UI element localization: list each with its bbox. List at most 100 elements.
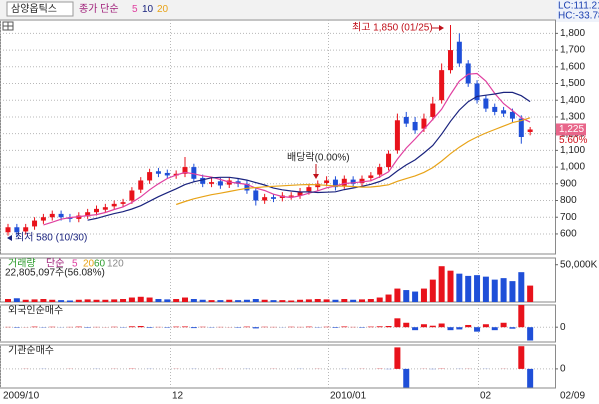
bar <box>252 299 259 302</box>
bar <box>128 297 135 302</box>
y-tick-label: 1,100 <box>560 145 585 156</box>
bar <box>164 299 171 302</box>
bar <box>367 326 374 328</box>
bar <box>323 299 330 302</box>
candle-body <box>518 118 524 137</box>
hc-label: HC:-33.78 <box>558 11 599 22</box>
bar <box>500 278 507 302</box>
bar <box>5 299 11 302</box>
bar <box>226 299 233 302</box>
panel-legend-entry: 5 <box>72 259 78 270</box>
y-tick-label: 900 <box>560 178 577 189</box>
lc-hc-box <box>556 0 599 22</box>
y-tick-label: 0 <box>560 364 566 375</box>
bar <box>173 299 180 302</box>
candle-body <box>5 227 11 233</box>
candle-body <box>102 207 108 210</box>
bar <box>403 290 410 302</box>
candle-body <box>403 116 409 124</box>
x-tick-label: 2009/10 <box>3 391 40 402</box>
legend-entry: 20 <box>157 4 169 15</box>
y-tick-label: 1,500 <box>560 78 585 89</box>
moving-average-line <box>176 117 531 206</box>
candle-body <box>306 187 312 192</box>
bar <box>518 346 525 369</box>
bar <box>403 322 410 328</box>
bar <box>482 324 489 328</box>
legend-entry: 5 <box>132 4 138 15</box>
x-tick-label: 2010/01 <box>330 391 367 402</box>
bar <box>527 368 534 388</box>
bar <box>111 299 118 302</box>
candle-body <box>527 129 533 132</box>
candle-body <box>49 213 55 218</box>
candle-body <box>421 118 427 129</box>
bar <box>66 300 73 302</box>
candle-body <box>32 220 38 227</box>
last-price-label: 1,225 <box>559 124 584 135</box>
last-price-box <box>556 123 586 136</box>
x-tick-label: 02/09 <box>560 391 585 402</box>
bar <box>49 299 56 302</box>
panel-title: 외국인순매수 <box>8 305 63 317</box>
stock-name: 삼양옵틱스 <box>11 3 57 15</box>
candle-body <box>217 181 223 186</box>
bar <box>332 327 339 328</box>
candle-body <box>111 203 117 207</box>
candle-body <box>509 111 515 119</box>
bar <box>394 318 401 328</box>
candle-body <box>483 98 489 109</box>
moving-average-line <box>87 91 531 221</box>
y-tick-label: 1,400 <box>560 95 585 106</box>
bar <box>261 299 268 302</box>
bar <box>429 279 436 302</box>
legend-label: 종가 단순 <box>79 3 119 15</box>
bar <box>297 299 304 302</box>
candle-body <box>85 212 91 217</box>
bar <box>518 272 525 302</box>
bar <box>429 325 436 328</box>
bar <box>332 299 339 302</box>
bar <box>509 281 516 302</box>
bar <box>279 300 286 302</box>
candle-body <box>368 175 374 178</box>
lc-label: LC:111.21 <box>558 1 599 12</box>
bar <box>447 327 454 331</box>
bar <box>288 300 295 302</box>
bar <box>420 324 427 328</box>
panel-title: 거래량 <box>8 258 36 270</box>
bar <box>190 327 197 329</box>
bar <box>31 326 38 328</box>
stock-box[interactable] <box>6 1 74 17</box>
candle-body <box>253 190 259 201</box>
bar <box>182 326 188 328</box>
candle-body <box>244 183 250 191</box>
y-tick-label: 50,000K <box>560 259 598 270</box>
candle-body <box>23 227 29 232</box>
candle-body <box>448 50 453 71</box>
panel-subtitle: 22,805,097주(56.08%) <box>5 268 105 279</box>
bar <box>146 297 153 302</box>
bar <box>243 326 250 328</box>
bar <box>456 273 463 302</box>
candle-body <box>58 213 64 218</box>
bar <box>314 299 321 302</box>
bar <box>40 299 47 302</box>
dividend-annotation: 배당락(0.00%) <box>287 152 350 164</box>
y-tick-label: 600 <box>560 229 577 240</box>
bar <box>13 298 20 302</box>
candle-body <box>341 178 347 186</box>
bar <box>367 299 374 302</box>
bar <box>474 275 481 302</box>
candle-body <box>94 208 99 213</box>
candle-body <box>430 103 436 117</box>
bar <box>252 327 259 329</box>
bar <box>491 279 498 302</box>
bar <box>359 299 365 302</box>
bar <box>509 327 516 329</box>
candle-body <box>271 197 276 199</box>
candle-body <box>138 180 144 190</box>
bar <box>341 326 348 328</box>
